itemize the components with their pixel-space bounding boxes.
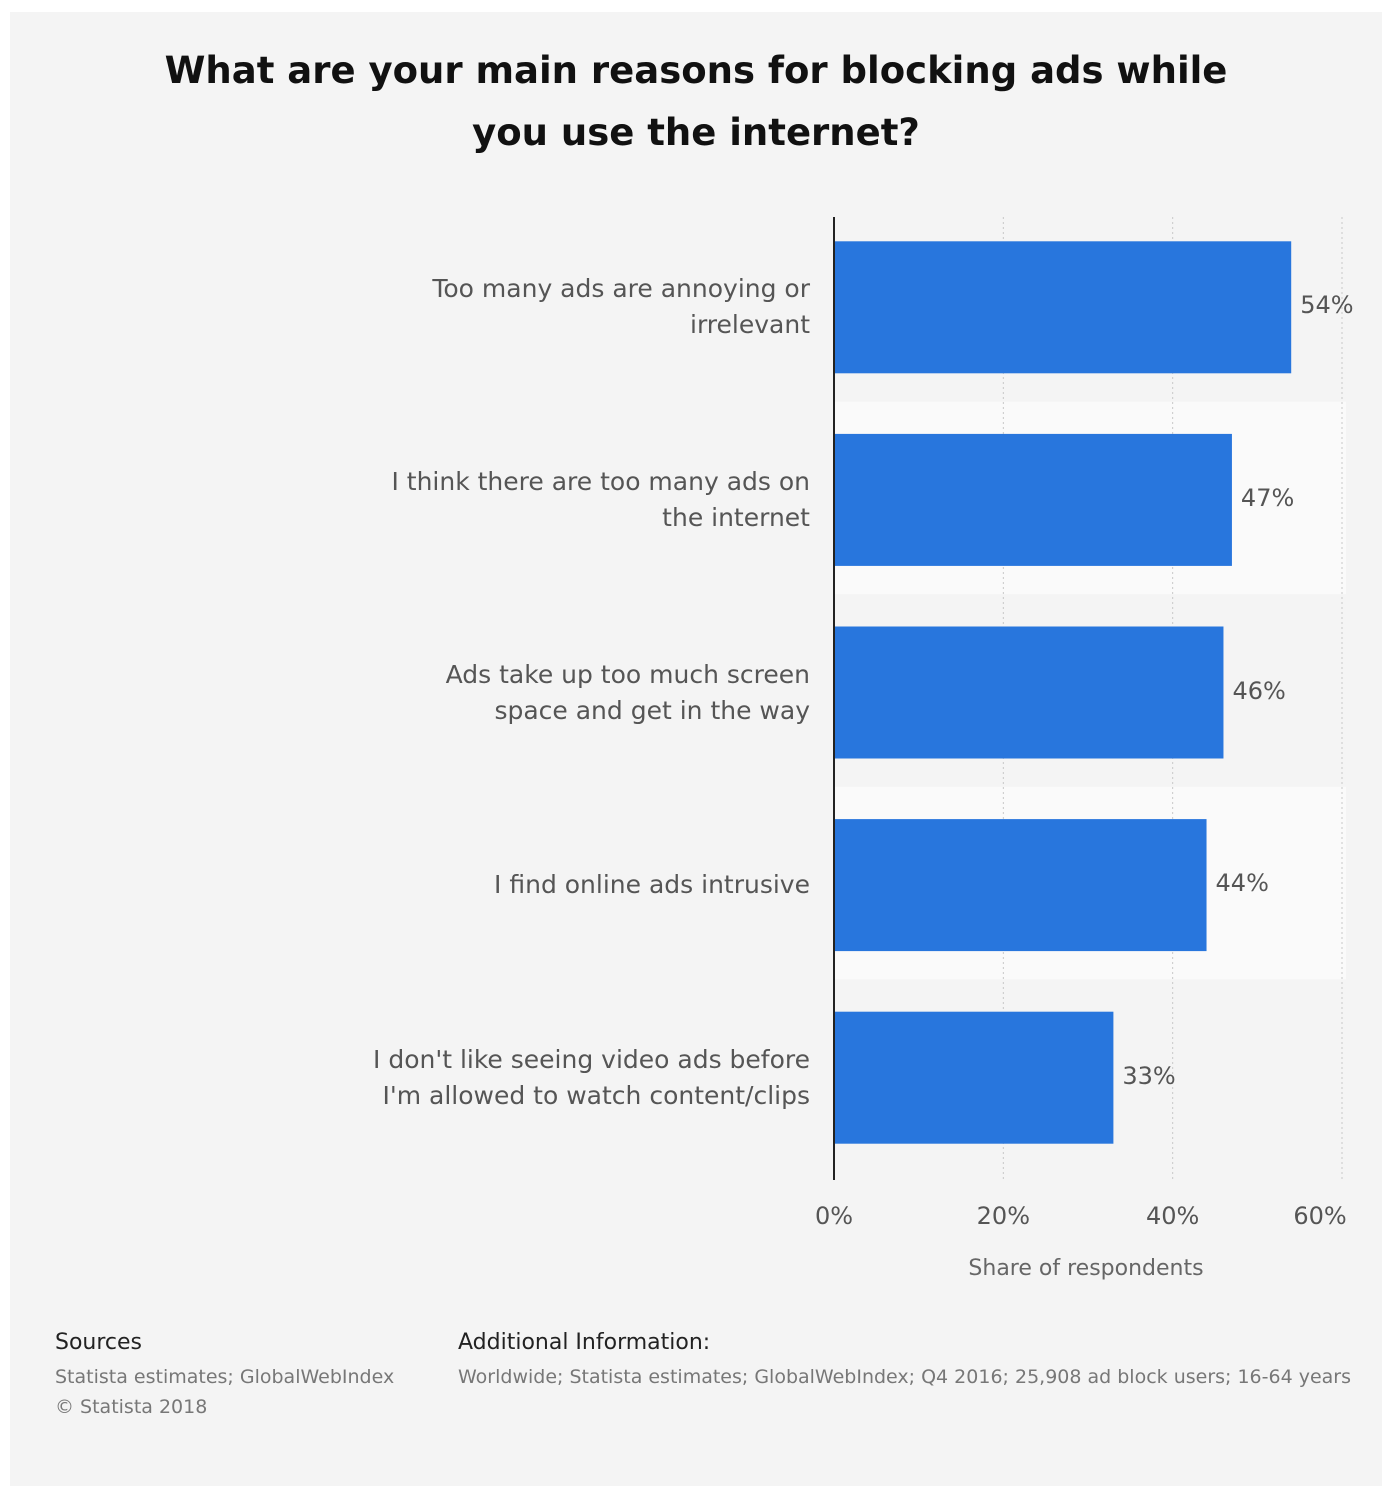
sources-line-1: Statista estimates; GlobalWebIndex xyxy=(55,1366,395,1388)
category-label: I think there are too many ads on the in… xyxy=(391,466,810,532)
category-label: I find online ads intrusive xyxy=(494,870,810,900)
x-tick-label: 60% xyxy=(1293,1202,1347,1230)
bar-value-label: 47% xyxy=(1240,483,1295,512)
additional-info-heading: Additional Information: xyxy=(458,1330,711,1355)
bar-value-label: 46% xyxy=(1232,676,1286,705)
additional-info-text: Worldwide; Statista estimates; GlobalWeb… xyxy=(458,1366,1352,1388)
bar-value-label: 33% xyxy=(1122,1061,1176,1090)
sources-line-2: © Statista 2018 xyxy=(55,1396,208,1418)
x-tick-label: 20% xyxy=(976,1202,1030,1230)
bar xyxy=(834,819,1207,952)
bar-value-label: 54% xyxy=(1300,291,1354,320)
chart-title: What are your main reasons for blocking … xyxy=(10,40,1382,164)
bar xyxy=(834,433,1232,566)
bar-chart xyxy=(833,217,1346,1180)
chart-card: What are your main reasons for blocking … xyxy=(10,12,1382,1486)
x-tick-label: 40% xyxy=(1145,1202,1200,1230)
x-axis-title: Share of respondents xyxy=(968,1256,1204,1281)
bar-value-label: 44% xyxy=(1215,869,1269,898)
sources-heading: Sources xyxy=(55,1330,143,1355)
bar xyxy=(834,241,1292,374)
category-label: Too many ads are annoying or irrelevant xyxy=(432,274,810,340)
category-label: Ads take up too much screen space and ge… xyxy=(445,659,810,725)
chart-title-text: What are your main reasons for blocking … xyxy=(164,49,1228,154)
category-label: I don't like seeing video ads before I'm… xyxy=(373,1044,810,1110)
bar xyxy=(834,1011,1114,1144)
bar xyxy=(834,626,1224,759)
x-tick-label: 0% xyxy=(814,1202,854,1230)
